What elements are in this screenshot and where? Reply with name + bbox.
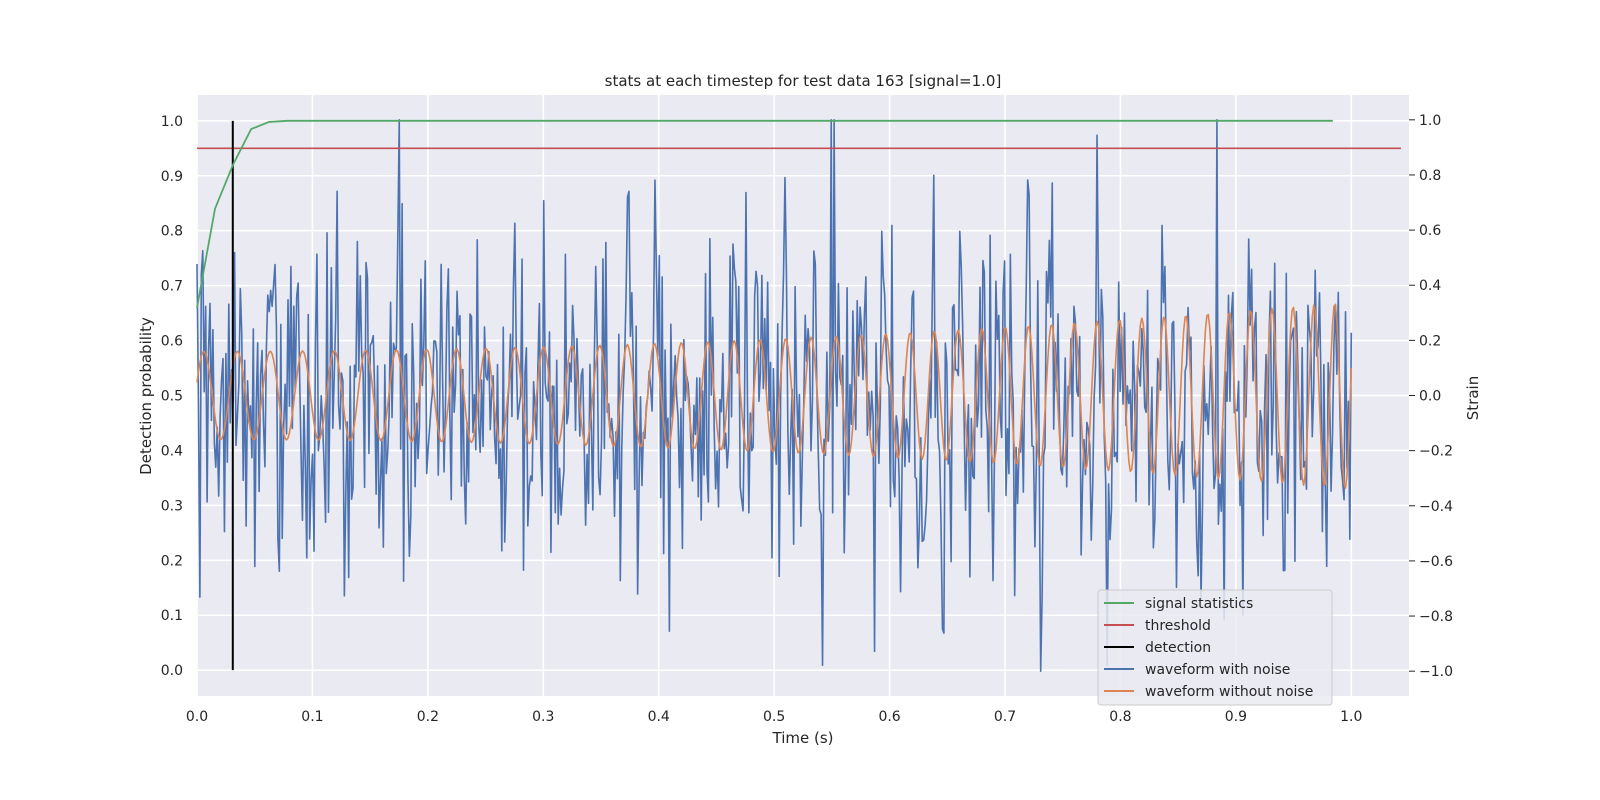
legend-label-waveform-with-noise: waveform with noise <box>1145 662 1290 678</box>
y2-tick-label: −0.2 <box>1419 444 1453 460</box>
x-tick-label: 0.5 <box>763 709 785 725</box>
y-tick-label: 0.7 <box>161 279 183 295</box>
legend: signal statistics threshold detection wa… <box>1097 589 1333 706</box>
ticks-layer: 0.0 0.1 0.2 0.3 0.4 0.5 0.6 0.7 0.8 0.9 1.0 0.0 0.1 0… <box>161 113 1453 725</box>
y-tick-label: 0.2 <box>161 553 183 569</box>
legend-label-threshold: threshold <box>1145 618 1211 634</box>
x-axis-title: Time (s) <box>772 729 834 747</box>
y2-tick-label: −0.4 <box>1419 499 1453 515</box>
y2-tick-label: 0.4 <box>1419 278 1441 294</box>
y2-tick-label: −0.6 <box>1419 554 1453 570</box>
series-waveform-without-noise <box>196 303 1353 489</box>
x-tick-label: 1.0 <box>1340 709 1362 725</box>
legend-box <box>1097 589 1333 706</box>
series-layer <box>196 119 1401 672</box>
y-axis-title: Detection probability <box>137 317 155 475</box>
x-tick-label: 0.0 <box>186 709 208 725</box>
y-tick-label: 0.8 <box>161 224 183 240</box>
x-tick-label: 0.9 <box>1225 709 1247 725</box>
y2-axis-title: Strain <box>1464 376 1482 420</box>
y-tick-label: 0.3 <box>161 498 183 514</box>
x-tick-label: 0.3 <box>532 709 554 725</box>
y2-tick-label: 0.0 <box>1419 389 1441 405</box>
y-tick-label: 0.0 <box>161 663 183 679</box>
y-tick-label: 0.4 <box>161 443 183 459</box>
x-tick-label: 0.1 <box>301 709 323 725</box>
y2-tick-label: 0.6 <box>1419 223 1441 239</box>
x-tick-label: 0.4 <box>648 709 670 725</box>
y-tick-label: 0.5 <box>161 389 183 405</box>
legend-label-detection: detection <box>1145 640 1211 656</box>
y-tick-label: 0.9 <box>161 169 183 185</box>
legend-label-waveform-without-noise: waveform without noise <box>1145 684 1313 700</box>
y2-tick-label: −0.8 <box>1419 609 1453 625</box>
x-tick-label: 0.8 <box>1109 709 1131 725</box>
y2-tick-label: 0.2 <box>1419 333 1441 349</box>
x-tick-label: 0.6 <box>878 709 900 725</box>
y2-tick-label: 1.0 <box>1419 113 1441 129</box>
x-tick-label: 0.2 <box>417 709 439 725</box>
series-signal-statistics <box>196 119 1333 308</box>
y-tick-label: 0.1 <box>161 608 183 624</box>
y-tick-label: 0.6 <box>161 334 183 350</box>
x-tick-label: 0.7 <box>994 709 1016 725</box>
y-tick-label: 1.0 <box>161 114 183 130</box>
legend-label-signal-statistics: signal statistics <box>1145 596 1253 612</box>
y2-tick-label: 0.8 <box>1419 168 1441 184</box>
chart-title: stats at each timestep for test data 163… <box>605 72 1002 90</box>
y2-tick-label: −1.0 <box>1419 664 1453 680</box>
